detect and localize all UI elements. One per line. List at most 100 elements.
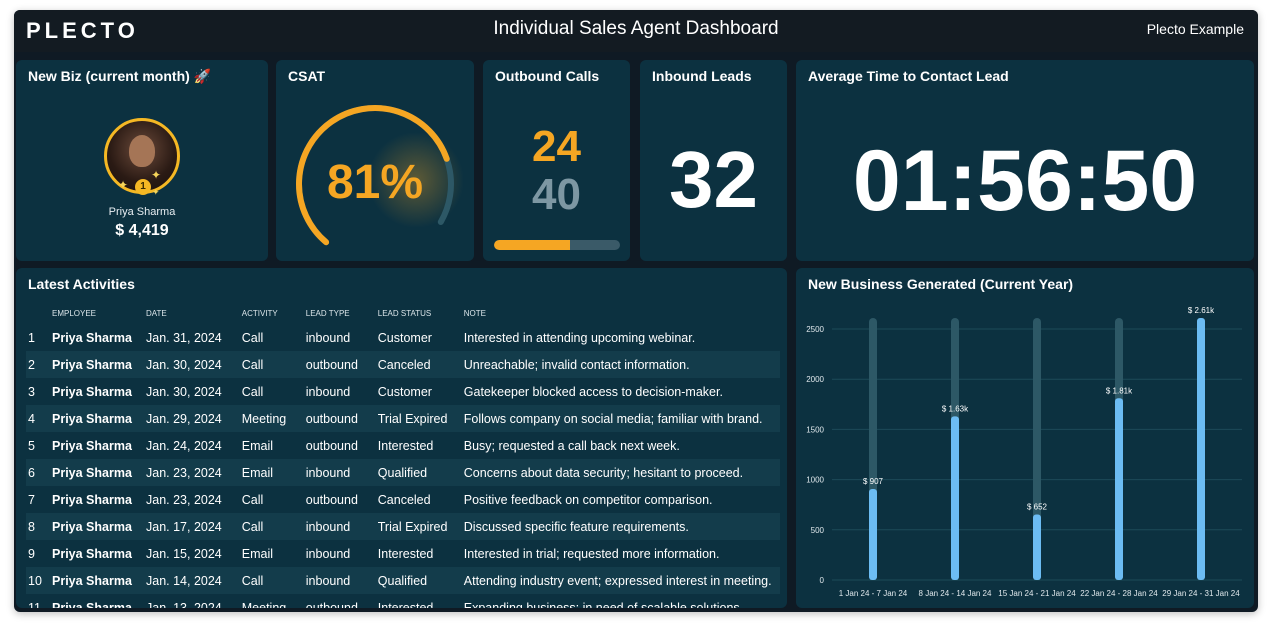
table-row[interactable]: 9 Priya Sharma Jan. 15, 2024 Email inbound In… <box>26 540 780 567</box>
agent-name: Priya Sharma <box>108 206 176 218</box>
cell-lead-status: Trial Expired <box>375 513 462 540</box>
new-business-chart-card[interactable]: New Business Generated (Current Year) 0 5… <box>796 268 1254 608</box>
table-row[interactable]: 5 Priya Sharma Jan. 24, 2024 Email outbound I… <box>26 432 780 459</box>
plecto-logo[interactable]: PLECTO <box>26 18 139 43</box>
card-title: Inbound Leads <box>652 68 752 84</box>
sparkle-icon: ✦ <box>152 187 160 197</box>
column-header-date[interactable]: DATE <box>146 308 167 318</box>
row-index: 6 <box>26 459 50 486</box>
y-tick-label: 1500 <box>806 425 824 434</box>
row-index: 11 <box>28 600 41 609</box>
inbound-leads-card[interactable]: Inbound Leads 32 <box>640 60 787 261</box>
csat-card[interactable]: CSAT 81% <box>276 60 474 261</box>
table-row[interactable]: 8 Priya Sharma Jan. 17, 2024 Call inbound Tri… <box>26 513 780 540</box>
csat-gauge <box>295 105 464 246</box>
cell-note: Interested in attending upcoming webinar… <box>463 330 696 345</box>
cell-lead-status: Qualified <box>375 567 462 594</box>
column-header-note[interactable]: NOTE <box>463 308 486 318</box>
cell-date: Jan. 30, 2024 <box>144 351 240 378</box>
outbound-progress-bar <box>494 240 620 250</box>
row-index: 9 <box>28 546 35 561</box>
avatar-face-icon <box>129 135 155 167</box>
bar <box>1115 398 1123 580</box>
latest-activities-card[interactable]: Latest Activities EMPLOYEE DATE ACTIVITY… <box>16 268 787 608</box>
new-biz-card[interactable]: New Biz (current month) 🚀 ✦ ✦ ✦ 1 Priya … <box>16 60 268 261</box>
agent-amount: $ 4,419 <box>115 222 169 239</box>
cell-note: Unreachable; invalid contact information… <box>461 351 780 378</box>
dashboard-frame: PLECTO Individual Sales Agent Dashboard … <box>14 10 1258 612</box>
row-index: 7 <box>28 492 35 507</box>
table-row[interactable]: 10 Priya Sharma Jan. 14, 2024 Call inbound Qu… <box>26 567 780 594</box>
bar <box>869 488 877 580</box>
row-index: 2 <box>26 351 50 378</box>
x-tick-label: 1 Jan 24 - 7 Jan 24 <box>839 589 908 598</box>
cell-lead-type: inbound <box>305 384 351 399</box>
bar <box>1033 514 1041 580</box>
column-header-lead-type[interactable]: LEAD TYPE <box>305 308 350 318</box>
cell-lead-status: Interested <box>377 438 434 453</box>
cell-activity: Call <box>241 384 264 399</box>
cell-date: Jan. 29, 2024 <box>144 405 240 432</box>
column-header-employee[interactable]: EMPLOYEE <box>52 308 97 318</box>
cell-lead-status: Customer <box>377 330 432 345</box>
new-business-chart: 0 500 1000 1500 2000 2500 $ 907 1 Jan 24 - 7 Ja… <box>806 306 1242 598</box>
table-row[interactable]: 7 Priya Sharma Jan. 23, 2024 Call outbound Ca… <box>26 486 780 513</box>
cell-activity: Email <box>241 438 274 453</box>
y-tick-label: 2000 <box>806 375 824 384</box>
table-row[interactable]: 1 Priya Sharma Jan. 31, 2024 Call inbound Cus… <box>26 324 780 351</box>
activities-table: EMPLOYEE DATE ACTIVITY LEAD TYPE LEAD ST… <box>26 302 780 608</box>
bar <box>1197 318 1205 580</box>
sparkle-icon: ✦ <box>151 168 162 182</box>
inbound-leads-value: 32 <box>669 135 758 224</box>
table-row[interactable]: 6 Priya Sharma Jan. 23, 2024 Email inbound Qu… <box>26 459 780 486</box>
row-index: 5 <box>28 438 35 453</box>
column-header-activity[interactable]: ACTIVITY <box>241 308 278 318</box>
cell-lead-type: outbound <box>305 438 358 453</box>
cell-activity: Meeting <box>239 405 304 432</box>
account-name[interactable]: Plecto Example <box>1146 21 1244 37</box>
outbound-progress-fill <box>494 240 570 250</box>
sparkle-icon: ✦ <box>118 178 129 192</box>
column-header-index <box>26 302 50 324</box>
row-index: 1 <box>28 330 35 345</box>
cell-activity: Call <box>239 513 304 540</box>
cell-note: Interested in trial; requested more info… <box>463 546 720 561</box>
rank-badge: 1 <box>135 179 151 195</box>
bar-track <box>1033 318 1041 580</box>
cell-employee: Priya Sharma <box>52 492 132 507</box>
cell-note: Attending industry event; expressed inte… <box>461 567 780 594</box>
cell-employee: Priya Sharma <box>50 513 144 540</box>
cell-note: Discussed specific feature requirements. <box>461 513 780 540</box>
outbound-actual: 24 <box>532 122 581 171</box>
table-row[interactable]: 3 Priya Sharma Jan. 30, 2024 Call inbound Cus… <box>26 378 780 405</box>
cell-lead-type: inbound <box>305 546 351 561</box>
table-row[interactable]: 11 Priya Sharma Jan. 13, 2024 Meeting outbou… <box>26 594 780 609</box>
cell-note: Follows company on social media; familia… <box>461 405 780 432</box>
cell-employee: Priya Sharma <box>50 405 144 432</box>
bar-value-label: $ 1.63k <box>942 404 969 413</box>
cell-date: Jan. 13, 2024 <box>146 600 222 609</box>
cell-lead-status: Canceled <box>375 351 462 378</box>
outbound-calls-card[interactable]: Outbound Calls 24 40 <box>483 60 630 261</box>
cell-activity: Call <box>241 330 264 345</box>
row-index: 3 <box>28 384 35 399</box>
avatar <box>104 118 180 194</box>
cell-lead-status: Canceled <box>377 492 431 507</box>
cell-lead-status: Qualified <box>375 459 462 486</box>
table-row[interactable]: 4 Priya Sharma Jan. 29, 2024 Meeting outboun… <box>26 405 780 432</box>
row-index: 10 <box>26 567 50 594</box>
x-tick-label: 15 Jan 24 - 21 Jan 24 <box>998 589 1076 598</box>
gauge-fill <box>296 105 450 246</box>
card-title: Outbound Calls <box>495 68 600 84</box>
cell-note: Gatekeeper blocked access to decision-ma… <box>463 384 723 399</box>
cell-employee: Priya Sharma <box>52 330 132 345</box>
y-tick-label: 0 <box>820 576 825 585</box>
cell-activity: Email <box>239 459 304 486</box>
table-header-row: EMPLOYEE DATE ACTIVITY LEAD TYPE LEAD ST… <box>26 302 780 324</box>
gauge-glow <box>368 132 464 228</box>
column-header-lead-status[interactable]: LEAD STATUS <box>377 308 432 318</box>
cell-date: Jan. 23, 2024 <box>146 492 222 507</box>
y-tick-label: 1000 <box>806 476 824 485</box>
avg-time-card[interactable]: Average Time to Contact Lead 01:56:50 <box>796 60 1254 261</box>
table-row[interactable]: 2 Priya Sharma Jan. 30, 2024 Call outbound Ca… <box>26 351 780 378</box>
